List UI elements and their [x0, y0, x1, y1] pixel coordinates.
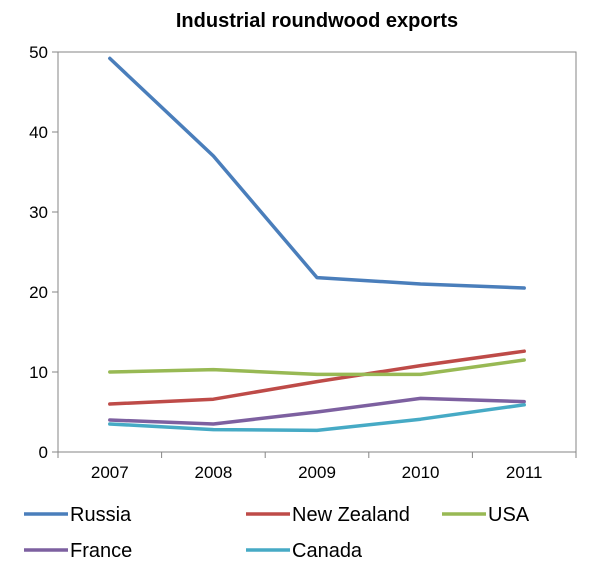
- series-line-usa: [108, 358, 526, 377]
- legend-item-new-zealand: New Zealand: [246, 504, 410, 526]
- legend-item-usa: USA: [442, 504, 530, 526]
- series-line-canada: [108, 403, 526, 433]
- x-tick-label: 2009: [298, 463, 336, 482]
- legend-item-france: France: [24, 540, 132, 562]
- axes: 0 10 20 30 40 50 2007 2008 2009 2010 2011: [29, 43, 577, 482]
- x-tick-label: 2007: [91, 463, 129, 482]
- y-tick-label: 20: [29, 283, 48, 302]
- y-tick-label: 0: [39, 443, 48, 462]
- series-layer: [108, 56, 526, 433]
- x-tick-label: 2011: [506, 463, 543, 482]
- series-line-russia: [108, 56, 526, 290]
- series-line-france: [108, 396, 526, 426]
- legend-label: France: [70, 540, 132, 562]
- y-tick-label: 10: [29, 363, 48, 382]
- legend-label: Canada: [292, 540, 363, 562]
- legend-item-russia: Russia: [24, 504, 132, 526]
- x-tick-label: 2008: [194, 463, 232, 482]
- y-tick-label: 40: [29, 123, 48, 142]
- series-line-new-zealand: [108, 349, 526, 406]
- x-tick-label: 2010: [402, 463, 440, 482]
- chart-title: Industrial roundwood exports: [176, 10, 458, 32]
- legend-item-canada: Canada: [246, 540, 363, 562]
- y-tick-label: 50: [29, 43, 48, 62]
- plot-area-border: [57, 51, 577, 453]
- legend-label: USA: [488, 504, 530, 526]
- legend-label: Russia: [70, 504, 132, 526]
- legend: Russia New Zealand USA France Canada: [24, 504, 530, 562]
- y-tick-label: 30: [29, 203, 48, 222]
- legend-label: New Zealand: [292, 504, 410, 526]
